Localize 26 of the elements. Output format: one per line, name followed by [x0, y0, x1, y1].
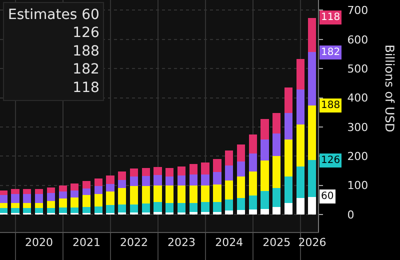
x-tick-label: 2022	[120, 236, 148, 250]
data-label: 182	[321, 47, 340, 58]
text: 188	[72, 43, 100, 60]
data-label: 118	[321, 12, 340, 23]
x-tick-label: 2020	[25, 236, 54, 250]
y-tick-label: 100	[347, 179, 368, 192]
y-tick-label: 700	[347, 4, 368, 18]
text: 182	[72, 62, 100, 78]
text: 126	[72, 25, 100, 42]
x-tick-label: 2021	[72, 236, 101, 250]
x-tick-label: 2025	[262, 236, 291, 250]
y-axis-title: Billions of USD	[382, 44, 397, 132]
y-tick-label: 600	[347, 33, 368, 46]
data-label: 60	[321, 191, 334, 202]
x-tick-label: 2023	[168, 236, 196, 250]
y-tick-label: 200	[347, 150, 368, 163]
x-tick-label: 2026	[298, 236, 326, 250]
text: 118	[72, 80, 100, 96]
data-label: 126	[321, 155, 340, 166]
y-tick-label: 300	[347, 120, 368, 134]
y-tick-label: 500	[347, 62, 368, 76]
y-tick-label: 400	[347, 92, 368, 105]
y-tick-label: 0	[347, 208, 354, 222]
data-label: 188	[321, 100, 340, 111]
text: Estimates 60	[8, 7, 100, 23]
x-tick-label: 2024	[215, 236, 244, 250]
